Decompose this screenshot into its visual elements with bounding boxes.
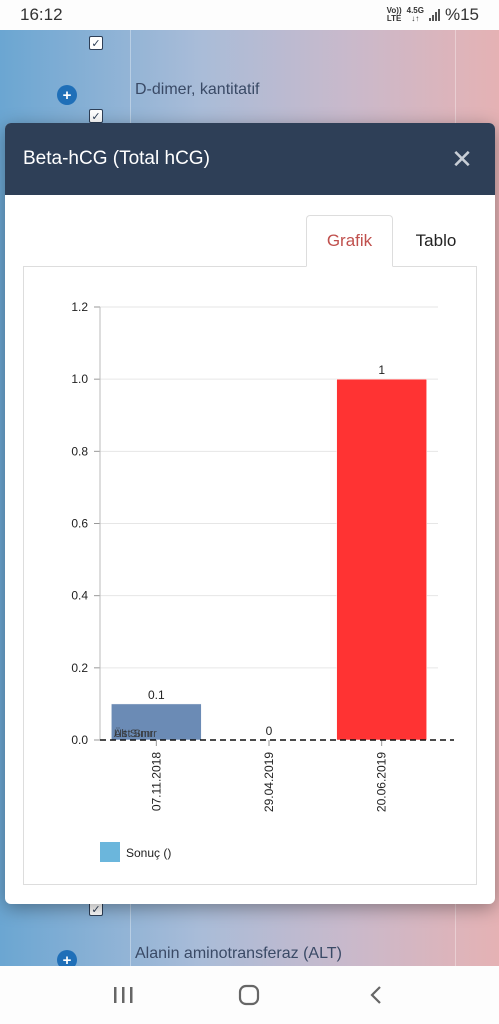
modal-title: Beta-hCG (Total hCG) bbox=[23, 148, 210, 169]
bar bbox=[336, 378, 427, 741]
chart-panel: 0.0 0.2 0.4 0.6 0.8 1.0 1.2 0.1 07.11.2018 0 29.04… bbox=[23, 266, 477, 885]
status-bar: 16:12 Vo)) LTE 4.5G ↓↑ %15 bbox=[0, 0, 499, 30]
home-icon[interactable] bbox=[229, 975, 269, 1015]
y-tick-label: 1.0 bbox=[71, 372, 88, 386]
volte-indicator: Vo)) LTE bbox=[386, 6, 402, 23]
checkbox[interactable]: ✓ bbox=[89, 902, 103, 916]
signal-icon bbox=[428, 9, 440, 21]
x-tick-label: 07.11.2018 bbox=[149, 752, 163, 811]
data-label: 0 bbox=[266, 724, 273, 738]
y-tick-label: 0.0 bbox=[71, 733, 88, 747]
legend-label: Sonuç () bbox=[126, 846, 171, 860]
recent-apps-icon[interactable] bbox=[103, 975, 143, 1015]
tab-bar: Grafik Tablo bbox=[5, 215, 495, 267]
y-tick-label: 1.2 bbox=[71, 300, 88, 314]
bar-chart: 0.0 0.2 0.4 0.6 0.8 1.0 1.2 0.1 07.11.2018 0 29.04… bbox=[71, 300, 454, 862]
tab-grafik[interactable]: Grafik bbox=[306, 215, 393, 267]
status-time: 16:12 bbox=[20, 5, 63, 24]
y-tick-label: 0.8 bbox=[71, 444, 88, 458]
bar bbox=[111, 703, 202, 741]
chart-modal: Beta-hCG (Total hCG) ✕ Grafik Tablo 0.0 0… bbox=[5, 123, 495, 904]
checkbox[interactable]: ✓ bbox=[89, 36, 103, 50]
x-tick-label: 29.04.2019 bbox=[262, 752, 276, 812]
tab-tablo[interactable]: Tablo bbox=[415, 231, 457, 250]
expand-plus-icon[interactable]: + bbox=[57, 85, 77, 105]
legend-swatch bbox=[100, 842, 120, 862]
modal-header: Beta-hCG (Total hCG) ✕ bbox=[5, 123, 495, 195]
reference-line-label: Üst Sınır bbox=[114, 728, 157, 740]
expand-plus-icon[interactable]: + bbox=[57, 950, 77, 970]
data-label: 1 bbox=[378, 363, 385, 377]
reference-line-label: Alt Sınır bbox=[114, 728, 153, 740]
list-item-label: D-dimer, kantitatif bbox=[135, 81, 260, 98]
battery-level: %15 bbox=[444, 5, 479, 24]
nav-bar bbox=[0, 966, 499, 1024]
y-tick-label: 0.2 bbox=[71, 661, 88, 675]
data-label: 0.1 bbox=[148, 688, 165, 702]
y-tick-label: 0.4 bbox=[71, 589, 88, 603]
network-indicator: 4.5G ↓↑ bbox=[406, 6, 424, 23]
back-icon[interactable] bbox=[356, 975, 396, 1015]
checkbox[interactable]: ✓ bbox=[89, 109, 103, 123]
y-tick-label: 0.6 bbox=[71, 517, 88, 531]
x-tick-label: 20.06.2019 bbox=[375, 752, 389, 812]
status-icons: Vo)) LTE 4.5G ↓↑ %15 bbox=[387, 5, 479, 25]
close-icon[interactable]: ✕ bbox=[451, 143, 473, 174]
list-item-label: Alanin aminotransferaz (ALT) bbox=[135, 945, 342, 962]
